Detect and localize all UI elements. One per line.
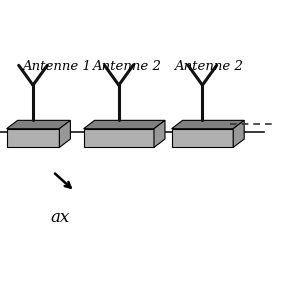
Text: Antenne 2: Antenne 2 (92, 60, 161, 74)
Polygon shape (84, 129, 154, 147)
Polygon shape (154, 120, 165, 147)
Text: Antenne 1: Antenne 1 (22, 60, 91, 74)
Polygon shape (172, 129, 233, 147)
Polygon shape (172, 120, 244, 129)
Polygon shape (233, 120, 244, 147)
Text: ax: ax (51, 209, 70, 226)
Polygon shape (84, 120, 165, 129)
Text: Antenne 2: Antenne 2 (174, 60, 243, 74)
Polygon shape (7, 129, 59, 147)
Polygon shape (59, 120, 70, 147)
Polygon shape (7, 120, 70, 129)
